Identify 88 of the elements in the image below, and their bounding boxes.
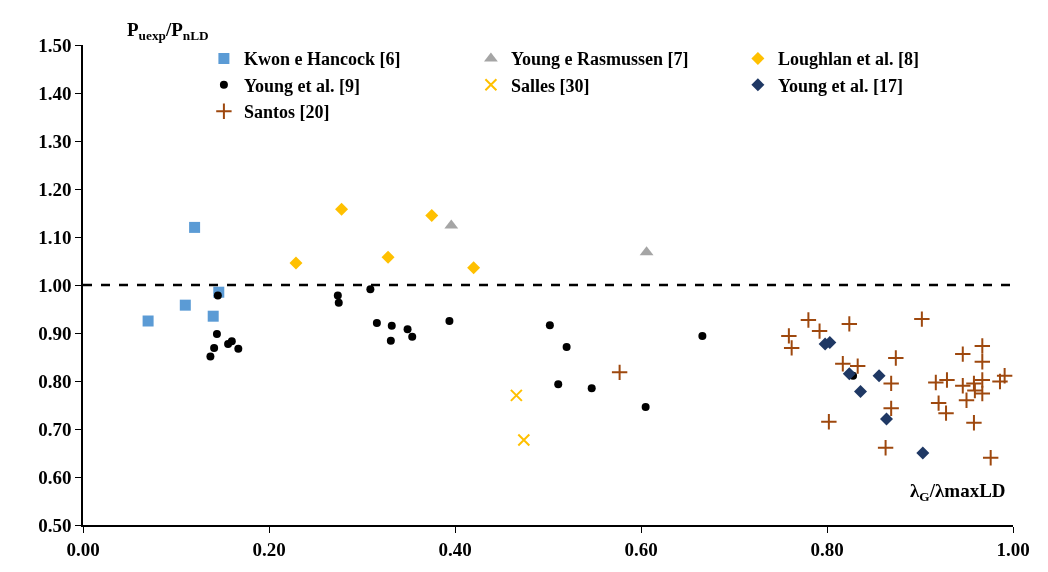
point	[509, 388, 523, 402]
point	[554, 380, 563, 389]
x-tick-label: 0.60	[624, 538, 658, 560]
point	[916, 446, 930, 460]
y-tick-label: 1.10	[38, 226, 72, 248]
point	[366, 285, 375, 294]
point	[610, 363, 629, 382]
point	[799, 311, 818, 329]
point	[698, 331, 707, 340]
legend-label: Kwon e Hancock [6]	[243, 49, 401, 70]
legend-label: Young et al. [17]	[777, 75, 903, 96]
point	[189, 221, 201, 233]
point	[289, 256, 303, 270]
point	[965, 414, 983, 432]
point	[334, 298, 343, 307]
point	[179, 299, 191, 311]
point	[957, 391, 976, 409]
point	[641, 402, 650, 411]
point	[954, 345, 972, 363]
y-axis-title: P$_{uexp}$/P$_{nLD}$	[127, 19, 209, 43]
point	[840, 315, 859, 333]
point	[880, 412, 894, 426]
y-tick-label: 0.80	[38, 370, 72, 392]
point	[927, 373, 945, 392]
point	[545, 321, 554, 330]
y-tick-label: 1.20	[38, 178, 72, 200]
point	[887, 349, 905, 367]
y-tick-label: 0.90	[38, 322, 72, 344]
point	[882, 374, 900, 393]
point	[780, 327, 798, 345]
point	[408, 332, 417, 341]
point	[954, 377, 972, 395]
y-tick-label: 1.40	[38, 82, 72, 104]
point	[562, 342, 571, 351]
x-tick-label: 0.20	[252, 538, 286, 560]
y-tick-label: 1.30	[38, 130, 72, 152]
point	[876, 439, 895, 457]
y-tick-label: 1.00	[38, 274, 72, 296]
point	[872, 369, 886, 383]
point	[467, 261, 481, 275]
point	[445, 317, 454, 325]
point	[333, 291, 342, 300]
point	[403, 325, 412, 334]
x-tick-label: 0.80	[810, 538, 844, 560]
y-tick-label: 0.70	[38, 418, 72, 440]
point	[973, 353, 992, 371]
x-tick-label: 0.40	[438, 538, 472, 560]
point	[995, 367, 1013, 385]
legend-label: Loughlan et al. [8]	[777, 49, 919, 70]
y-tick-label: 1.50	[38, 34, 72, 56]
point	[882, 399, 900, 418]
point	[587, 384, 596, 393]
point	[517, 433, 531, 447]
legend-label: Young e Rasmussen [7]	[510, 49, 689, 70]
point	[991, 372, 1009, 391]
legend-label: Young et al. [9]	[243, 75, 360, 96]
point	[782, 339, 801, 357]
point	[212, 329, 221, 338]
point	[820, 413, 838, 431]
x-tick-label: 1.00	[996, 538, 1030, 560]
y-tick-label: 0.60	[38, 466, 72, 488]
point	[938, 371, 956, 389]
point	[206, 352, 215, 361]
point	[848, 357, 867, 375]
point	[386, 336, 395, 345]
y-tick-label: 0.50	[38, 514, 72, 536]
x-tick-label: 0.00	[66, 538, 100, 560]
point	[207, 310, 219, 322]
point	[142, 315, 154, 327]
point	[913, 310, 931, 328]
point	[973, 371, 992, 389]
legend-label: Salles [30]	[510, 75, 590, 96]
point	[981, 449, 1000, 467]
point	[425, 208, 439, 222]
point	[234, 344, 243, 353]
point	[973, 337, 992, 355]
point	[853, 385, 867, 399]
point	[387, 321, 396, 330]
point	[842, 367, 856, 381]
point	[381, 250, 395, 264]
legend-label: Santos [20]	[243, 102, 330, 123]
point	[372, 318, 381, 327]
point	[210, 343, 219, 352]
point	[810, 322, 829, 340]
point	[213, 291, 222, 300]
point	[335, 202, 349, 216]
point	[834, 355, 852, 373]
x-axis-title: λ$_{G}$/λmaxLD	[910, 480, 1006, 504]
